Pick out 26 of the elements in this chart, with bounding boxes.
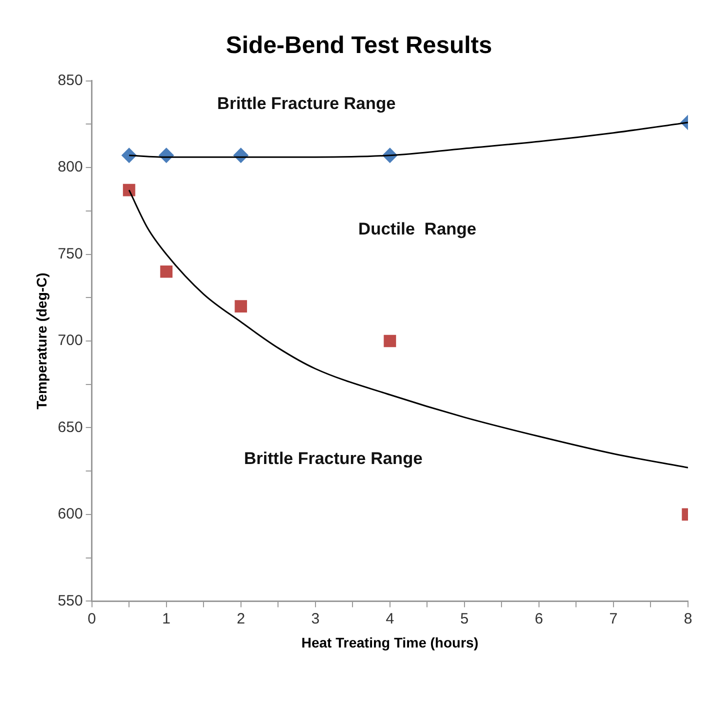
- point: [160, 265, 173, 278]
- chart-title: Side-Bend Test Results: [226, 32, 492, 60]
- x-tick-label: 6: [534, 610, 544, 628]
- annotation: Brittle Fracture Range: [244, 448, 423, 468]
- annotation: Ductile Range: [358, 219, 476, 238]
- y-tick-label: 750: [58, 245, 83, 262]
- x-axis-title: Heat Treating Time (hours): [301, 634, 478, 650]
- y-tick-label: 800: [58, 158, 83, 176]
- x-tick-label: 1: [162, 610, 171, 628]
- y-tick-label: 600: [58, 506, 83, 523]
- x-tick-label: 0: [88, 610, 96, 628]
- point: [234, 300, 248, 312]
- point: [384, 334, 396, 348]
- x-tick-label: 3: [311, 610, 320, 628]
- point: [122, 148, 137, 163]
- y-tick-label: 550: [58, 592, 83, 610]
- y-axis-title: Temperature (deg-C): [33, 272, 50, 410]
- x-tick-label: 5: [460, 610, 469, 628]
- x-tick-label: 8: [684, 610, 692, 628]
- x-tick-label: 7: [609, 610, 618, 628]
- x-tick-label: 4: [386, 610, 394, 628]
- y-tick-label: 700: [58, 332, 83, 350]
- x-tick-label: 2: [236, 610, 246, 628]
- y-tick-label: 650: [58, 418, 83, 436]
- y-tick-label: 850: [58, 72, 83, 89]
- annotation: Brittle Fracture Range: [217, 94, 396, 113]
